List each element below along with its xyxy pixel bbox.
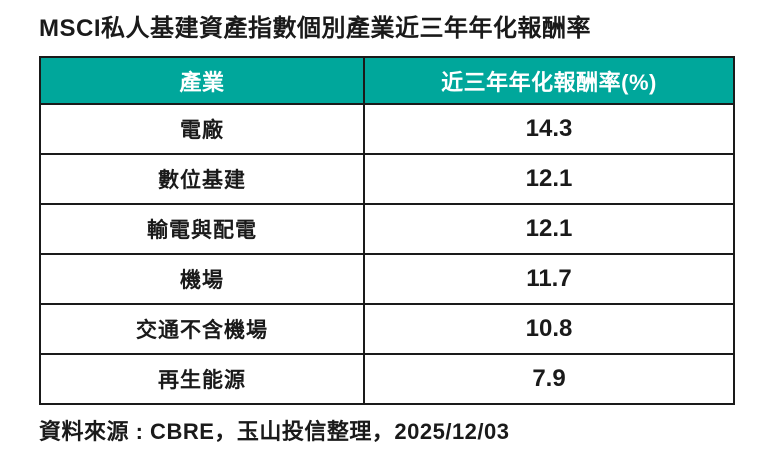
industry-cell: 數位基建	[39, 153, 365, 205]
table-row: 機場 11.7	[39, 253, 735, 305]
table-row: 輸電與配電 12.1	[39, 203, 735, 255]
report-snippet: MSCI私人基建資產指數個別產業近三年年化報酬率 產業 近三年年化報酬率(%) …	[39, 15, 735, 444]
return-cell: 14.3	[363, 103, 735, 155]
returns-table: 產業 近三年年化報酬率(%) 電廠 14.3 數位基建 12.1 輸電與配電 1…	[39, 56, 735, 405]
page-title: MSCI私人基建資產指數個別產業近三年年化報酬率	[39, 15, 591, 42]
header-cell-industry: 產業	[39, 56, 365, 105]
source-note: 資料來源 : CBRE，玉山投信整理，2025/12/03	[39, 419, 510, 444]
return-cell: 12.1	[363, 153, 735, 205]
table-row: 交通不含機場 10.8	[39, 303, 735, 355]
table-row: 電廠 14.3	[39, 103, 735, 155]
table-row: 數位基建 12.1	[39, 153, 735, 205]
industry-cell: 再生能源	[39, 353, 365, 405]
return-cell: 10.8	[363, 303, 735, 355]
table-row: 再生能源 7.9	[39, 353, 735, 405]
return-cell: 12.1	[363, 203, 735, 255]
industry-cell: 電廠	[39, 103, 365, 155]
industry-cell: 輸電與配電	[39, 203, 365, 255]
header-cell-return: 近三年年化報酬率(%)	[363, 56, 735, 105]
industry-cell: 機場	[39, 253, 365, 305]
industry-cell: 交通不含機場	[39, 303, 365, 355]
header-row: 產業 近三年年化報酬率(%)	[39, 56, 735, 105]
return-cell: 11.7	[363, 253, 735, 305]
return-cell: 7.9	[363, 353, 735, 405]
